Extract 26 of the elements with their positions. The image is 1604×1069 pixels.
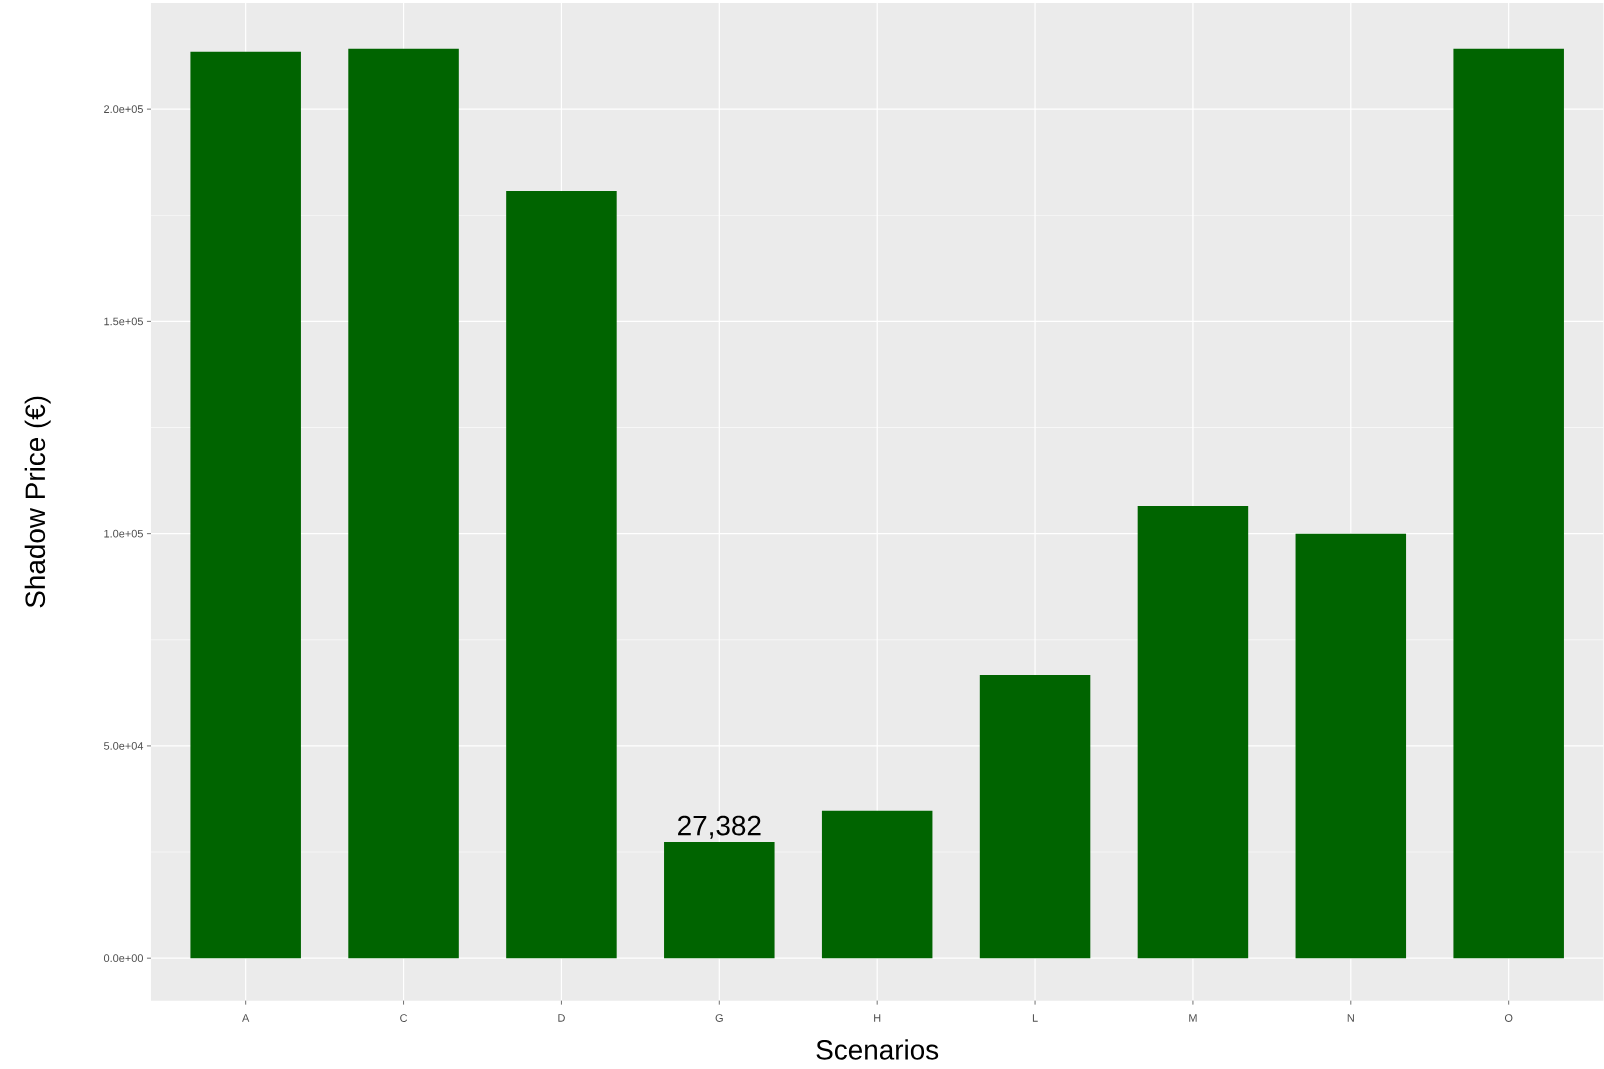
y-tick-label: 1.0e+05: [104, 529, 143, 538]
y-tick-label: 1.5e+05: [104, 317, 143, 326]
bar: [1453, 49, 1564, 959]
y-axis-title: Shadow Price (€): [24, 396, 51, 608]
y-tick-label: 2.0e+05: [104, 105, 143, 114]
x-axis-title: Scenarios: [816, 1039, 939, 1060]
x-tick-label: H: [874, 1014, 881, 1022]
y-tick-label: 5.0e+04: [103, 742, 144, 750]
x-tick-label: L: [1032, 1014, 1038, 1022]
bar: [348, 49, 459, 959]
bar: [664, 842, 775, 959]
x-tick-label: G: [715, 1014, 723, 1023]
y-tick-label: 0.0e+00: [103, 954, 143, 963]
bar: [1295, 533, 1407, 959]
x-tick-label: M: [1189, 1014, 1197, 1022]
x-tick-label: C: [400, 1014, 408, 1023]
x-tick-label: N: [1347, 1014, 1354, 1022]
bar: [821, 811, 933, 959]
x-tick-label: O: [1504, 1014, 1513, 1023]
data-label: 27,382: [678, 815, 761, 839]
x-tick-label: D: [558, 1014, 565, 1022]
bar: [506, 191, 617, 959]
x-tick-label: A: [242, 1014, 250, 1022]
bar: [190, 52, 301, 959]
bar: [1137, 506, 1249, 959]
bar: [979, 675, 1091, 959]
